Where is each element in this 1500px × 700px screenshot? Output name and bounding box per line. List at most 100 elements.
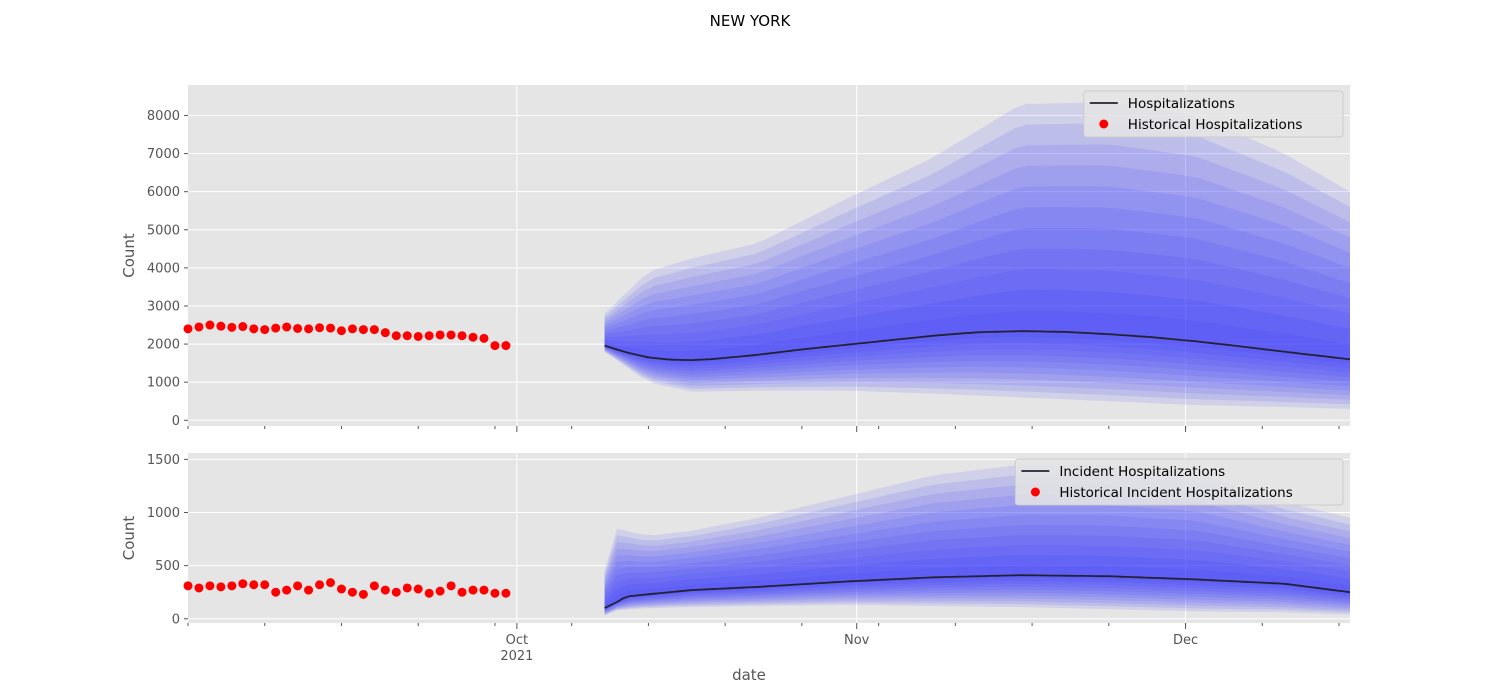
legend-entry: Historical Hospitalizations	[1128, 117, 1303, 133]
uncertainty-band	[604, 123, 1350, 405]
uncertainty-band	[604, 504, 1350, 613]
historical-point	[391, 587, 401, 597]
uncertainty-band	[604, 545, 1350, 611]
y-axis-label: Count	[120, 233, 138, 278]
historical-point	[282, 322, 292, 332]
legend-entry: Historical Incident Hospitalizations	[1059, 485, 1292, 501]
y-tick-label: 8000	[147, 109, 180, 124]
y-tick-label: 6000	[147, 185, 180, 200]
plot-background	[188, 85, 1350, 426]
uncertainty-band	[604, 144, 1350, 400]
figure-title: NEW YORK	[710, 12, 792, 30]
x-axis-label: date	[732, 666, 766, 684]
y-tick-label: 1000	[147, 506, 180, 521]
historical-point	[479, 585, 489, 595]
uncertainty-band	[604, 555, 1350, 610]
y-tick-label: 500	[155, 559, 180, 574]
x-tick-label: Nov	[844, 633, 870, 648]
uncertainty-band	[604, 207, 1350, 387]
x-axis	[187, 426, 1340, 432]
historical-point	[490, 588, 500, 598]
gridlines	[188, 85, 1350, 426]
historical-point	[501, 588, 511, 598]
historical-point	[413, 331, 423, 341]
historical-point	[315, 323, 325, 333]
historical-point	[304, 585, 314, 595]
uncertainty-band	[604, 474, 1350, 615]
x-tick-sublabel: 2021	[500, 649, 533, 664]
legend: Hospitalizations Historical Hospitalizati…	[1083, 90, 1344, 138]
historical-point	[194, 322, 204, 332]
legend-box	[1083, 90, 1344, 138]
historical-point	[205, 320, 215, 330]
y-tick-label: 7000	[147, 147, 180, 162]
legend-marker-swatch	[1030, 487, 1040, 497]
historical-point	[424, 331, 434, 341]
uncertainty-band	[604, 565, 1350, 609]
historical-point	[183, 324, 193, 334]
uncertainty-band	[604, 535, 1350, 611]
historical-points	[183, 320, 511, 351]
median-line	[604, 330, 1350, 362]
y-tick-label: 1500	[147, 453, 180, 468]
historical-point	[183, 581, 193, 591]
historical-point	[490, 341, 500, 351]
historical-point	[249, 324, 259, 334]
historical-point	[293, 323, 303, 333]
legend-entry: Incident Hospitalizations	[1059, 464, 1225, 480]
historical-point	[205, 581, 215, 591]
historical-point	[347, 587, 357, 597]
median-line	[604, 574, 1350, 609]
uncertainty-band	[604, 269, 1350, 373]
y-tick-label: 1000	[147, 376, 180, 391]
historical-point	[468, 585, 478, 595]
historical-points	[183, 578, 511, 599]
y-tick-label: 2000	[147, 338, 180, 353]
historical-point	[501, 341, 511, 351]
historical-point	[479, 333, 489, 343]
historical-point	[358, 589, 368, 599]
y-tick-label: 0	[172, 612, 180, 627]
historical-point	[304, 324, 314, 334]
uncertainty-band	[604, 227, 1350, 382]
uncertainty-band	[604, 525, 1350, 612]
historical-point	[315, 580, 325, 590]
historical-point	[271, 587, 281, 597]
historical-point	[326, 323, 336, 333]
historical-point	[402, 583, 412, 593]
y-tick-label: 0	[172, 414, 180, 429]
historical-point	[282, 585, 292, 595]
historical-point	[216, 321, 226, 331]
historical-point	[347, 324, 357, 334]
historical-point	[227, 581, 237, 591]
legend-entry: Hospitalizations	[1128, 96, 1235, 112]
historical-point	[227, 322, 237, 332]
historical-point	[446, 581, 456, 591]
historical-point	[380, 328, 390, 338]
historical-point	[260, 325, 270, 335]
historical-point	[260, 580, 270, 590]
legend-marker-swatch	[1099, 119, 1109, 129]
historical-point	[238, 322, 248, 332]
uncertainty-band	[604, 248, 1350, 378]
historical-point	[369, 581, 379, 591]
legend-box	[1014, 458, 1344, 506]
uncertainty-band	[604, 514, 1350, 613]
x-tick-label: Dec	[1173, 633, 1198, 648]
historical-point	[238, 579, 248, 589]
historical-point	[380, 585, 390, 595]
hospitalizations-panel: 0 1000 2000 3000 4000 5000 6000 7000 8000 Count Ho…	[120, 85, 1350, 432]
historical-point	[424, 588, 434, 598]
y-axis: 0 500 1000 1500	[147, 453, 188, 627]
historical-point	[216, 582, 226, 592]
historical-point	[271, 323, 281, 333]
uncertainty-band	[604, 494, 1350, 614]
x-tick-label: Oct	[506, 633, 528, 648]
y-tick-label: 3000	[147, 299, 180, 314]
uncertainty-band	[604, 102, 1350, 409]
y-tick-label: 5000	[147, 223, 180, 238]
historical-point	[457, 587, 467, 597]
